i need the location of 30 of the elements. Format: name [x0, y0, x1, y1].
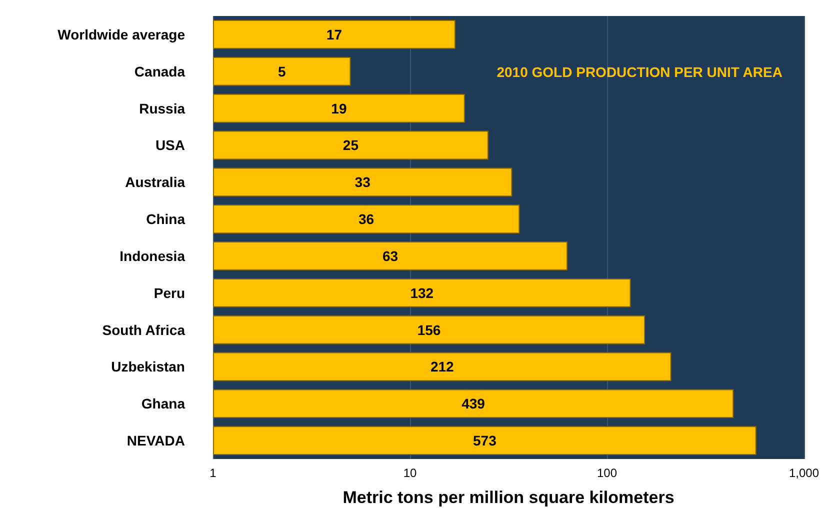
y-tick-label: Worldwide average [58, 26, 186, 42]
data-label: 5 [278, 63, 286, 80]
y-tick-label: Ghana [141, 396, 186, 412]
x-tick-label: 1 [210, 466, 217, 480]
y-tick-label: Australia [125, 174, 186, 190]
data-label: 36 [358, 211, 374, 228]
data-label: 19 [331, 100, 347, 116]
data-label: 132 [410, 284, 434, 301]
y-tick-label: Indonesia [120, 248, 186, 264]
data-label: 17 [326, 26, 342, 42]
data-label: 63 [382, 248, 398, 264]
data-label: 156 [417, 322, 441, 338]
y-tick-label: USA [155, 137, 185, 154]
data-label: 439 [462, 396, 486, 412]
x-axis-title: Metric tons per million square kilometers [342, 488, 674, 507]
y-tick-label: South Africa [102, 322, 186, 338]
x-tick-label: 1,000 [788, 466, 820, 480]
x-tick-label: 100 [596, 466, 618, 480]
y-tick-label: China [146, 211, 186, 228]
y-tick-label: Peru [154, 284, 185, 301]
text: 2010 GOLD PRODUCTION PER UNIT AREA [496, 64, 782, 80]
data-label: 212 [430, 358, 454, 375]
data-label: 25 [342, 137, 359, 154]
y-tick-label: Uzbekistan [111, 358, 185, 375]
y-tick-label: NEVADA [126, 432, 185, 449]
y-tick-label: Canada [134, 63, 186, 80]
data-label: 573 [473, 432, 497, 449]
y-tick-label: Russia [139, 100, 186, 116]
data-label: 33 [354, 174, 371, 190]
x-tick-label: 10 [403, 466, 417, 480]
